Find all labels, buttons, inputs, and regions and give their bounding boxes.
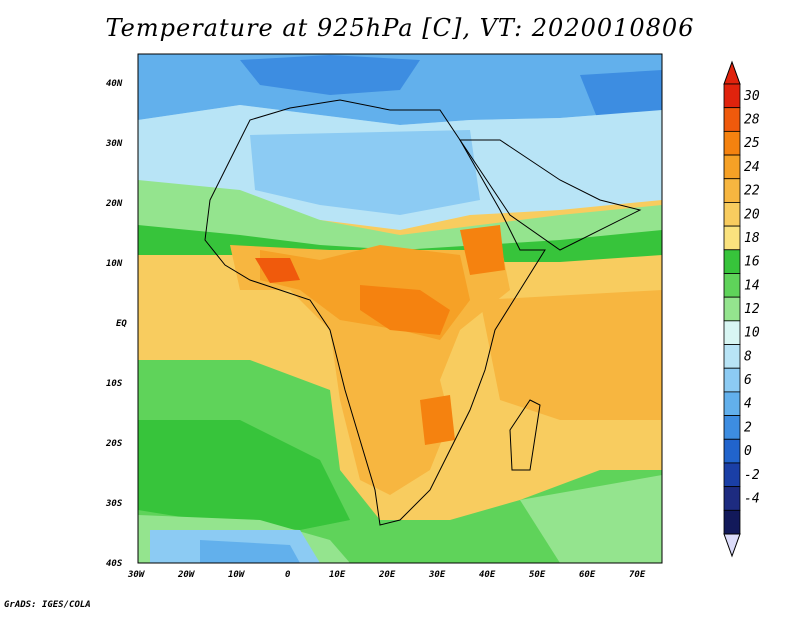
southern-hot-core (420, 395, 455, 445)
south-atlantic-green (138, 420, 350, 530)
colorbar-box (723, 462, 741, 488)
lon-label-70e: 70E (629, 570, 646, 580)
west-africa-hot-core (255, 258, 300, 283)
colorbar-label: 28 (744, 113, 760, 128)
colorbar-box (723, 344, 741, 369)
colorbar-box (723, 367, 741, 393)
south-atlantic-cold (200, 540, 300, 563)
temperature-field (138, 54, 662, 563)
colorbar-box (723, 107, 741, 132)
lat-label-20s: 20S (105, 439, 123, 449)
colorbar-label: 0 (744, 444, 752, 459)
colorbar-label: 10 (744, 326, 760, 341)
lon-label-50e: 50E (529, 570, 546, 580)
sahara-interior (250, 130, 480, 215)
colorbar-box (723, 509, 741, 535)
colorbar-label: 12 (744, 302, 760, 317)
colorbar-label: 14 (744, 278, 760, 293)
colorbar-bottom-arrow (723, 533, 741, 558)
indian-ocean-warm (480, 290, 662, 420)
madagascar-coastline (509, 399, 541, 471)
map-frame (137, 53, 663, 564)
colorbar-box (723, 415, 741, 440)
lat-label-30s: 30S (105, 499, 123, 509)
colorbar-label: 25 (744, 136, 760, 151)
colorbar-box (723, 202, 741, 227)
longitude-axis: 30W 20W 10W 0 10E 20E 30E 40E 50E 60E 70… (127, 570, 646, 580)
latitude-axis: 40N 30N 20N 10N EQ 10S 20S 30S 40S (105, 79, 127, 569)
colorbar-label: 24 (744, 160, 760, 175)
lon-label-40e: 40E (479, 570, 496, 580)
coastlines (204, 99, 642, 526)
iran-cold (580, 70, 662, 125)
colorbar-label: -4 (744, 491, 760, 506)
lat-label-10n: 10N (106, 259, 123, 269)
colorbar-top-arrow (723, 60, 741, 85)
lon-label-10e: 10E (329, 570, 346, 580)
colorbar-label: 8 (744, 349, 752, 364)
colorbar-box (723, 83, 741, 109)
colorbar-box (723, 486, 741, 511)
sahel-green-band (138, 180, 662, 255)
lon-label-0: 0 (285, 570, 291, 580)
colorbar-label: -2 (744, 468, 760, 483)
colorbar-box (723, 391, 741, 416)
mediterranean-cold (240, 55, 420, 95)
colorbar-label: 18 (744, 231, 760, 246)
lat-label-40s: 40S (106, 559, 123, 569)
colorbar-box (723, 154, 741, 180)
africa-coastline (204, 99, 546, 526)
colorbar-label: 30 (743, 89, 760, 104)
lat-label-20n: 20N (105, 199, 123, 209)
congo-hot-core (360, 285, 450, 335)
colorbar-box (723, 130, 741, 156)
lon-label-20w: 20W (177, 570, 196, 580)
lon-label-20e: 20E (378, 570, 396, 580)
colorbar-box (723, 320, 741, 345)
colorbar-box (723, 438, 741, 464)
lon-label-60e: 60E (579, 570, 596, 580)
lat-label-10s: 10S (106, 379, 123, 389)
colorbar-box (723, 178, 741, 203)
colorbar-box (723, 249, 741, 274)
colorbar-label: 6 (744, 373, 752, 388)
colorbar-label: 4 (744, 397, 752, 412)
arabia-coastline (459, 139, 642, 251)
lon-label-30w: 30W (127, 570, 146, 580)
colorbar-box (723, 225, 741, 251)
lon-label-30e: 30E (428, 570, 446, 580)
colorbar-label: 16 (744, 255, 760, 270)
ethiopia-hot (460, 225, 505, 275)
colorbar-box (723, 273, 741, 298)
lat-label-eq: EQ (116, 319, 127, 329)
lat-label-30n: 30N (105, 139, 123, 149)
colorbar-label: 22 (744, 184, 760, 199)
colorbar-label: 20 (744, 207, 760, 222)
colorbar-box (723, 296, 741, 322)
colorbar-label: 2 (744, 420, 752, 435)
indian-ocean-cool (520, 475, 662, 563)
lat-label-40n: 40N (106, 79, 123, 89)
map-title: Temperature at 925hPa [C], VT: 202001080… (105, 14, 695, 42)
credit-text: GrADS: IGES/COLA (4, 600, 91, 610)
lon-label-10w: 10W (228, 570, 246, 580)
